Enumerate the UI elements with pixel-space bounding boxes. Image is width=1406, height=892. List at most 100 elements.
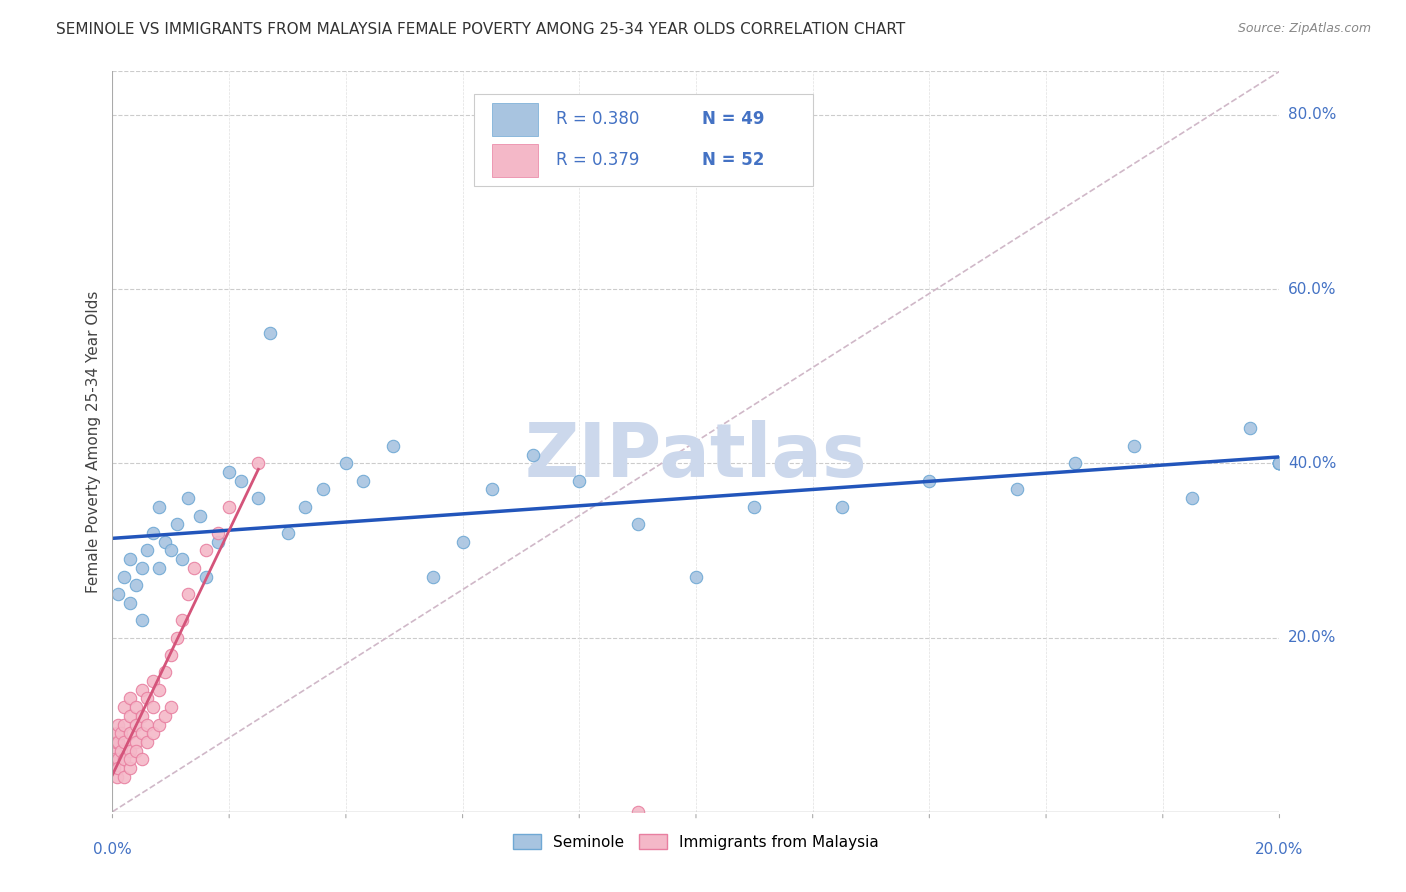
Point <box>142 726 165 740</box>
Point <box>107 717 129 731</box>
Text: N = 52: N = 52 <box>702 152 765 169</box>
Point <box>1268 456 1291 470</box>
Point <box>148 500 170 514</box>
Point <box>131 613 153 627</box>
Point <box>627 805 650 819</box>
Point <box>107 761 129 775</box>
Point <box>112 700 135 714</box>
Point <box>118 709 141 723</box>
Text: 60.0%: 60.0% <box>1288 282 1336 297</box>
Point <box>1268 456 1291 470</box>
FancyBboxPatch shape <box>492 144 538 177</box>
Point <box>153 709 176 723</box>
Point <box>105 770 128 784</box>
Point <box>125 578 148 592</box>
Point <box>142 674 165 689</box>
Point <box>218 465 240 479</box>
Point <box>207 534 229 549</box>
Point <box>381 439 404 453</box>
Text: 40.0%: 40.0% <box>1288 456 1336 471</box>
Point <box>131 561 153 575</box>
Point <box>118 552 141 566</box>
Point <box>259 326 281 340</box>
Point <box>311 483 333 497</box>
Text: SEMINOLE VS IMMIGRANTS FROM MALAYSIA FEMALE POVERTY AMONG 25-34 YEAR OLDS CORREL: SEMINOLE VS IMMIGRANTS FROM MALAYSIA FEM… <box>56 22 905 37</box>
Point <box>118 596 141 610</box>
Point <box>451 534 474 549</box>
Text: R = 0.379: R = 0.379 <box>555 152 640 169</box>
Point <box>107 587 129 601</box>
Point <box>125 744 148 758</box>
Point <box>1181 491 1204 505</box>
Text: R = 0.380: R = 0.380 <box>555 111 640 128</box>
Text: 80.0%: 80.0% <box>1288 107 1336 122</box>
Point <box>522 448 544 462</box>
Point <box>352 474 374 488</box>
Point <box>160 648 183 662</box>
Point <box>153 665 176 680</box>
Text: 0.0%: 0.0% <box>93 842 132 857</box>
Point <box>194 543 217 558</box>
Point <box>172 552 194 566</box>
Point <box>125 717 148 731</box>
Point <box>136 717 159 731</box>
Legend: Seminole, Immigrants from Malaysia: Seminole, Immigrants from Malaysia <box>508 828 884 856</box>
Point <box>131 752 153 766</box>
Point <box>160 543 183 558</box>
Point <box>112 569 135 583</box>
Text: 20.0%: 20.0% <box>1256 842 1303 857</box>
Point <box>131 726 153 740</box>
Point <box>142 700 165 714</box>
Point <box>107 735 129 749</box>
Point <box>112 752 135 766</box>
Point <box>136 543 159 558</box>
Text: ZIPatlas: ZIPatlas <box>524 420 868 493</box>
Y-axis label: Female Poverty Among 25-34 Year Olds: Female Poverty Among 25-34 Year Olds <box>86 291 101 592</box>
Point <box>104 744 127 758</box>
Point <box>276 526 298 541</box>
Point <box>105 726 128 740</box>
Point <box>481 483 503 497</box>
Point <box>335 456 357 470</box>
Point <box>112 770 135 784</box>
Point <box>1239 421 1261 435</box>
Point <box>247 491 270 505</box>
FancyBboxPatch shape <box>492 103 538 136</box>
Point <box>218 500 240 514</box>
Point <box>148 561 170 575</box>
Text: Source: ZipAtlas.com: Source: ZipAtlas.com <box>1237 22 1371 36</box>
Point <box>177 587 200 601</box>
FancyBboxPatch shape <box>474 94 813 186</box>
Point <box>166 631 188 645</box>
Point <box>166 517 188 532</box>
Point <box>207 526 229 541</box>
Point <box>118 691 141 706</box>
Point <box>294 500 316 514</box>
Point <box>131 709 153 723</box>
Point <box>153 534 176 549</box>
Point <box>831 500 853 514</box>
Point <box>1064 456 1087 470</box>
Text: 20.0%: 20.0% <box>1288 630 1336 645</box>
Point <box>188 508 211 523</box>
Point <box>568 474 591 488</box>
Point <box>172 613 194 627</box>
Point <box>112 735 135 749</box>
Point <box>918 474 941 488</box>
Point <box>104 735 127 749</box>
Point <box>148 717 170 731</box>
Point <box>742 500 765 514</box>
Point <box>107 752 129 766</box>
Point <box>229 474 252 488</box>
Point <box>125 700 148 714</box>
Point <box>1268 456 1291 470</box>
Point <box>110 744 132 758</box>
Point <box>1268 456 1291 470</box>
Point <box>118 761 141 775</box>
Point <box>177 491 200 505</box>
Point <box>103 761 125 775</box>
Point <box>131 682 153 697</box>
Point <box>118 744 141 758</box>
Point <box>104 752 127 766</box>
Point <box>1005 483 1028 497</box>
